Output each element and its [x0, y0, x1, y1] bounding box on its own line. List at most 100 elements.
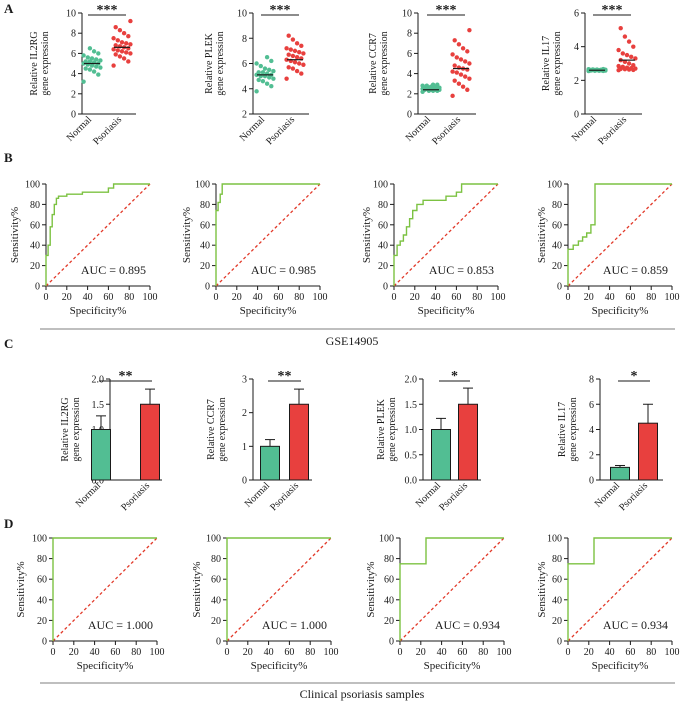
reference-diagonal: [567, 183, 673, 287]
psoriasis-data-point: [286, 33, 291, 38]
psoriasis-data-point: [450, 52, 455, 57]
auc-annotation: AUC = 0.934: [603, 618, 668, 632]
y-tick-label: 80: [552, 554, 562, 565]
significance-stars: ***: [602, 3, 623, 18]
psoriasis-data-point: [450, 69, 455, 74]
psoriasis-data-point: [618, 25, 623, 31]
y-tick-label: 20: [211, 616, 221, 627]
psoriasis-data-point: [111, 63, 116, 68]
significance-stars: ***: [270, 3, 291, 18]
x-tick-label: 60: [110, 647, 120, 658]
y-tick-label: 80: [30, 200, 40, 211]
y-tick-label: 0: [389, 637, 394, 648]
psoriasis-data-point: [465, 87, 470, 92]
x-tick-label: 20: [62, 292, 72, 303]
x-category-label: Psoriasis: [596, 114, 629, 147]
x-tick-label: 60: [273, 292, 283, 303]
x-tick-label: 80: [478, 647, 488, 658]
y-tick-label: 0: [42, 637, 47, 648]
psoriasis-data-point: [284, 46, 289, 51]
y-tick-label: 0: [574, 110, 579, 121]
significance-stars: ***: [97, 3, 118, 18]
y-tick-label: 2: [71, 89, 76, 100]
y-tick-label: 80: [552, 200, 562, 211]
psoriasis-data-point: [631, 62, 636, 68]
x-tick-label: 100: [324, 647, 339, 658]
normal-data-point: [85, 55, 91, 60]
psoriasis-data-point: [624, 52, 630, 58]
panel-b-caption: GSE14905: [326, 334, 379, 348]
reference-diagonal: [45, 183, 151, 287]
y-axis-label: Sensitivity%: [15, 561, 27, 617]
auc-annotation: AUC = 0.934: [435, 618, 500, 632]
x-tick-label: 20: [584, 292, 594, 303]
y-tick-label: 0: [71, 110, 76, 121]
psoriasis-data-point: [460, 46, 466, 51]
y-tick-label: 100: [547, 534, 562, 545]
roc-curve: [567, 537, 672, 641]
normal-data-point: [258, 63, 263, 69]
x-tick-label: 20: [69, 647, 79, 658]
x-axis-label: Specificity%: [77, 660, 134, 672]
y-tick-label: 1.0: [405, 425, 418, 436]
y-tick-label: 0: [557, 637, 562, 648]
x-tick-label: 60: [451, 292, 461, 303]
psoriasis-data-point: [292, 48, 298, 54]
normal-data-point: [87, 67, 93, 72]
x-tick-label: 40: [253, 292, 263, 303]
y-tick-label: 0.5: [405, 450, 418, 461]
y-tick-label: 2: [589, 450, 594, 461]
normal-data-point: [98, 58, 103, 63]
y-axis-label: Sensitivity%: [536, 561, 548, 617]
normal-data-point: [594, 67, 600, 72]
psoriasis-data-point: [460, 84, 466, 89]
x-category-label: Normal: [65, 114, 95, 144]
psoriasis-data-point: [128, 51, 133, 56]
psoriasis-data-point: [292, 60, 298, 65]
x-tick-label: 0: [225, 647, 230, 658]
psoriasis-data-point: [117, 27, 123, 33]
roc-curve: [399, 537, 504, 641]
y-tick-label: 100: [206, 534, 221, 545]
y-axis-label: Relative IL2RG: [29, 31, 40, 95]
y-axis-label: Sensitivity%: [536, 207, 548, 263]
psoriasis-data-point: [115, 38, 121, 43]
psoriasis-data-point: [288, 47, 293, 52]
x-axis-label: Specificity%: [240, 305, 297, 317]
y-axis-label: Relative PLEK: [376, 398, 387, 460]
y-tick-label: 0.0: [405, 476, 418, 487]
x-tick-label: 40: [83, 292, 93, 303]
y-tick-label: 100: [547, 180, 562, 191]
x-tick-label: 60: [284, 647, 294, 658]
y-tick-label: 10: [66, 9, 76, 20]
normal-data-point: [260, 70, 266, 75]
y-tick-label: 0: [589, 476, 594, 487]
y-tick-label: 40: [552, 241, 562, 252]
y-tick-label: 40: [378, 241, 388, 252]
psoriasis-data-point: [616, 63, 621, 69]
y-axis-label: Sensitivity%: [361, 207, 373, 263]
x-tick-label: 80: [305, 647, 315, 658]
y-tick-label: 60: [384, 575, 394, 586]
x-tick-label: 40: [605, 292, 615, 303]
reference-diagonal: [52, 537, 158, 642]
auc-annotation: AUC = 1.000: [88, 618, 153, 632]
roc-curve: [393, 183, 498, 286]
x-tick-label: 0: [214, 292, 219, 303]
y-tick-label: 80: [211, 554, 221, 565]
y-tick-label: 8: [242, 34, 247, 45]
x-category-label: Psoriasis: [268, 480, 301, 513]
normal-data-point: [94, 57, 99, 62]
x-axis-label: Specificity%: [592, 305, 649, 317]
psoriasis-data-point: [458, 72, 464, 77]
y-tick-label: 2: [242, 408, 247, 419]
psoriasis-data-point: [631, 44, 636, 49]
y-tick-label: 60: [37, 575, 47, 586]
reference-diagonal: [393, 183, 499, 287]
psoriasis-data-point: [456, 42, 462, 47]
psoriasis-data-point: [124, 41, 129, 46]
roc-curve: [226, 537, 331, 641]
y-tick-label: 6: [574, 9, 579, 20]
psoriasis-data-point: [463, 59, 468, 64]
psoriasis-data-point: [124, 50, 129, 55]
